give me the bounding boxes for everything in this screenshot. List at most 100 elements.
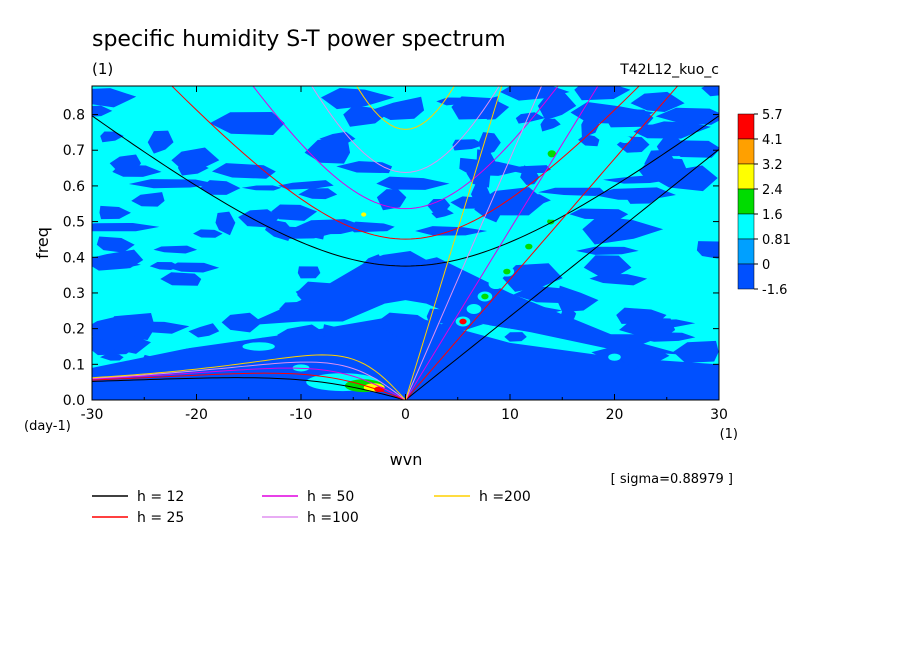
kelvin-curve [405,86,503,400]
colorbar-swatch [737,263,755,290]
x-axis-unit: (1) [720,427,738,442]
chart-subtitle: (1) [92,60,113,78]
spectral-patch [199,180,241,195]
y-axis-unit: (day-1) [24,419,71,434]
spectral-patch [633,124,698,139]
dispersion-curves [92,86,719,400]
spectral-patch [147,130,174,154]
spectral-patch [278,180,334,190]
x-tick-label: -20 [185,407,208,423]
chart-title: specific humidity S-T power spectrum [92,27,506,52]
axis-ticks: -30 -20 -10 0 10 20 30 0.0 0.1 0.2 0.3 0.4 0.5 0.6 0.7… [63,86,728,423]
spectral-patch [547,218,555,225]
spectral-patch [578,134,600,147]
spectral-patch [543,209,561,220]
spectral-patch [608,353,621,361]
spectral-patch [298,188,338,200]
spectral-patch [294,219,369,235]
spectral-patch [503,268,511,275]
gravity-curve [252,86,559,210]
spectral-patch [427,198,451,213]
spectral-patch [655,107,719,125]
y-tick-label: 0.7 [63,143,85,159]
spectral-patch [652,165,718,192]
x-tick-label: 0 [401,407,410,423]
spectral-patch [673,340,719,363]
colorbar: 5.7 4.1 3.2 2.4 1.6 0.81 0 -1.6 [737,108,791,298]
spectral-patch [478,132,501,156]
spectral-patch [188,323,220,338]
spectral-patch [670,377,697,387]
colorbar-label: 1.6 [762,208,783,223]
y-tick-label: 0.3 [63,286,85,302]
spectral-patch [128,179,218,189]
spectral-patch [451,96,510,120]
spectral-patch [333,327,398,347]
spectral-patch [431,208,454,219]
spectral-patch [410,264,462,282]
spectral-patch [520,165,540,185]
x-tick-label: 10 [501,407,519,423]
spectral-patch [92,261,141,269]
legend-label: h =200 [479,489,531,505]
spectral-patch [361,212,367,217]
gravity-curve [311,86,500,173]
colorbar-swatch [737,113,755,140]
rossby-curve [92,354,406,400]
colorbar-label: 4.1 [762,133,783,148]
colorbar-swatch [737,188,755,215]
kelvin-curve [405,86,679,400]
x-tick-label: 30 [710,407,728,423]
spectral-patch [375,312,431,336]
spectral-patch [593,187,676,200]
spectral-patches [92,86,719,400]
x-axis-label: wvn [390,450,423,469]
colorbar-label: 2.4 [762,183,783,198]
y-tick-label: 0.5 [63,215,85,231]
y-tick-label: 0.2 [63,322,85,338]
spectral-patch [667,140,719,158]
spectral-patch [376,189,407,211]
rossby-curve [92,377,406,400]
spectral-patch [481,293,489,300]
spectral-patch [489,318,555,333]
spectral-patch [96,334,151,354]
colorbar-label: 5.7 [762,108,783,123]
spectral-patch [271,204,318,221]
spectral-patch [520,288,571,296]
curve-legend: h = 12 h = 25 h = 50 h =100 h =200 [92,489,531,526]
rossby-curve [92,367,406,400]
spectral-patch [532,229,548,240]
spectral-patch [99,205,131,220]
colorbar-swatch [737,238,755,265]
spectral-patch [582,215,664,245]
legend-label: h = 50 [307,489,354,505]
spectral-patch [160,272,202,286]
gravity-curve [171,86,640,240]
y-tick-label: 0.1 [63,357,85,373]
spectral-patch [474,196,504,223]
y-tick-label: 0.6 [63,179,85,195]
y-tick-label: 0.8 [63,108,85,124]
colorbar-swatch [737,163,755,190]
spectral-patch [540,118,561,132]
spectral-patch [224,378,292,395]
spectral-patch [92,300,719,365]
spectral-patch [209,112,285,136]
spectral-patch [618,135,632,144]
spectral-patch [644,149,677,176]
spectral-patch [131,192,165,207]
colorbar-label: 3.2 [762,158,783,173]
spectral-patch [609,334,653,345]
spectral-patch [466,304,482,315]
run-label: T42L12_kuo_c [619,62,719,78]
spectral-patch [585,167,602,176]
spectral-patch [149,359,195,368]
spectral-patch [92,88,137,108]
spectral-patch [426,308,461,325]
colorbar-label: 0 [762,258,770,273]
kelvin-curve [405,86,599,400]
rossby-curve [92,361,406,400]
spectral-patch [510,254,526,265]
